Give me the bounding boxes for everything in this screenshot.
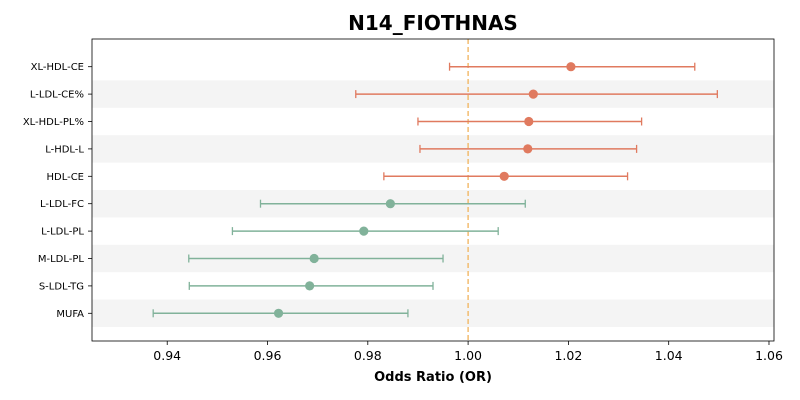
or-point (523, 144, 533, 154)
y-tick-label: XL-HDL-CE (31, 62, 84, 73)
x-tick-label: 0.94 (153, 348, 181, 363)
x-tick-label: 0.96 (254, 348, 282, 363)
y-tick-label: HDL-CE (46, 172, 84, 183)
row-xl-hdl-pl- (417, 116, 643, 127)
row-l-ldl-fc (259, 199, 526, 209)
y-tick-label: S-LDL-TG (39, 281, 84, 292)
y-tick-label: L-HDL-L (45, 144, 84, 155)
y-tick-label: MUFA (56, 309, 84, 320)
y-tick-label: L-LDL-PL (41, 227, 84, 238)
plot-frame (91, 38, 775, 342)
x-axis: 0.94 0.96 0.98 1.00 1.02 1.04 1.06 (153, 341, 783, 363)
row-mufa (152, 308, 409, 318)
or-point (524, 116, 534, 127)
y-tick-label: L-LDL-FC (40, 199, 84, 210)
data-marks (152, 62, 718, 318)
or-point (528, 89, 538, 99)
x-tick-label: 1.00 (454, 348, 482, 363)
or-point (566, 62, 576, 72)
y-tick-label: XL-HDL-PL% (23, 117, 84, 128)
row-l-hdl-l (419, 144, 638, 154)
x-tick-label: 1.04 (655, 348, 683, 363)
row-l-ldl-pl (231, 226, 499, 236)
or-point (273, 308, 284, 318)
y-tick-label: L-LDL-CE% (30, 90, 84, 101)
or-point (359, 226, 369, 236)
x-tick-label: 0.98 (354, 348, 382, 363)
row-xl-hdl-ce (448, 62, 696, 72)
y-axis: XL-HDL-CE L-LDL-CE% XL-HDL-PL% L-HDL-L HDL-C… (23, 62, 92, 320)
or-point (499, 171, 509, 181)
or-point (305, 281, 315, 291)
row-hdl-ce (383, 171, 629, 181)
x-tick-label: 1.06 (755, 348, 783, 363)
y-tick-label: M-LDL-PL (38, 254, 85, 265)
chart-title: N14_FIOTHNAS (348, 11, 518, 35)
row-s-ldl-tg (188, 281, 434, 291)
or-point (309, 253, 319, 264)
row-m-ldl-pl (188, 253, 444, 264)
x-tick-label: 1.02 (554, 348, 582, 363)
row-l-ldl-ce- (355, 89, 718, 99)
x-axis-label: Odds Ratio (OR) (374, 370, 492, 385)
or-point (385, 199, 395, 209)
